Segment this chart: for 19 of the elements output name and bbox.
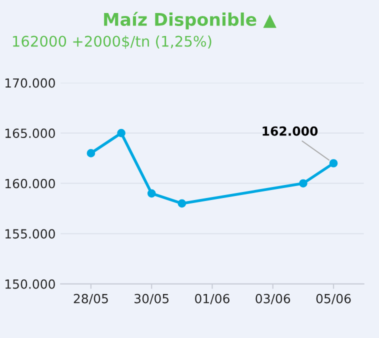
- point: [329, 159, 338, 168]
- x-tick-label: 03/06: [256, 294, 290, 304]
- point: [299, 179, 308, 188]
- x-tick-label: 05/06: [316, 294, 351, 304]
- chart-subtitle: 162000 +2000$/tn (1,25%): [12, 35, 212, 49]
- y-tick-label: 165.000: [5, 128, 55, 138]
- y-tick-label: 170.000: [5, 78, 55, 88]
- annotation: 162.000: [262, 126, 318, 136]
- point: [117, 128, 126, 138]
- y-tick-label: 150.000: [5, 279, 55, 289]
- x-tick-label: 01/06: [195, 294, 230, 304]
- point: [147, 189, 156, 198]
- x-tick-label: 28/05: [74, 294, 108, 304]
- point: [86, 149, 96, 158]
- x-tick-label: 30/05: [134, 294, 169, 304]
- chart-title: Maíz Disponible ▲: [104, 12, 276, 30]
- y-tick-label: 155.000: [5, 229, 55, 239]
- point: [178, 199, 186, 208]
- y-tick-label: 160.000: [5, 178, 55, 188]
